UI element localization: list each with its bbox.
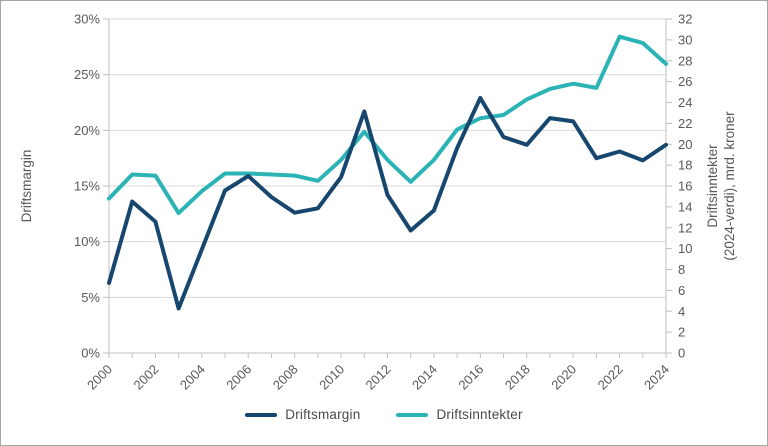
left-axis-tick-label: 10% <box>74 234 100 249</box>
right-axis-tick-label: 20 <box>678 137 692 152</box>
left-axis: 0% 5% 10% 15% 20% 25% 30% <box>74 12 109 361</box>
right-axis-tick-label: 18 <box>678 158 692 173</box>
right-axis-tick-label: 4 <box>678 304 685 319</box>
right-axis-tick-label: 28 <box>678 53 692 68</box>
x-axis-tick-label: 2018 <box>502 362 533 393</box>
legend-swatch-driftsinntekter <box>396 412 429 417</box>
chart-legend: Driftsmargin Driftsinntekter <box>1 407 767 422</box>
right-axis-tick-label: 12 <box>678 220 692 235</box>
gridlines <box>109 18 666 354</box>
x-axis-tick-label: 2006 <box>223 362 254 393</box>
right-axis-tick-label: 2 <box>678 325 685 340</box>
left-axis-tick-label: 30% <box>74 12 100 27</box>
x-axis-tick-label: 2022 <box>595 362 626 393</box>
right-axis-tick-label: 22 <box>678 116 692 131</box>
right-axis-tick-label: 30 <box>678 32 692 47</box>
x-axis-tick-label: 2010 <box>316 362 347 393</box>
legend-item-driftsinntekter: Driftsinntekter <box>396 407 523 422</box>
right-axis-tick-label: 8 <box>678 262 685 277</box>
driftsmargin-line <box>107 96 668 311</box>
legend-item-driftsmargin: Driftsmargin <box>245 407 360 422</box>
legend-label-driftsinntekter: Driftsinntekter <box>436 407 523 422</box>
x-axis-tick-label: 2000 <box>84 362 115 393</box>
legend-swatch-driftsmargin <box>245 412 278 417</box>
right-axis-title-line: Driftsinntekter <box>705 144 720 228</box>
right-axis-tick-label: 10 <box>678 241 692 256</box>
x-axis-tick-label: 2016 <box>455 362 486 393</box>
right-axis-tick-label: 0 <box>678 346 685 361</box>
x-axis-tick-label: 2012 <box>363 362 394 393</box>
right-axis-tick-label: 14 <box>678 199 692 214</box>
right-axis-title-line: (2024-verdi), mrd. kroner <box>722 111 737 261</box>
left-axis-tick-label: 25% <box>74 67 100 82</box>
left-axis-tick-label: 5% <box>81 290 100 305</box>
x-axis: 2000 2002 2004 2006 2008 2010 2012 2014 2016 2018… <box>84 353 672 393</box>
x-axis-tick-label: 2014 <box>409 362 440 393</box>
left-axis-tick-label: 20% <box>74 123 100 138</box>
right-axis-tick-label: 32 <box>678 12 692 27</box>
left-axis-tick-label: 0% <box>81 346 100 361</box>
right-axis-tick-label: 16 <box>678 179 692 194</box>
left-axis-title: Driftsmargin <box>19 150 34 223</box>
right-axis-tick-label: 24 <box>678 95 692 110</box>
x-axis-tick-label: 2024 <box>641 362 672 393</box>
x-axis-tick-label: 2008 <box>270 362 301 393</box>
driftsinntekter-line <box>107 34 668 216</box>
right-axis-tick-label: 6 <box>678 283 685 298</box>
x-axis-tick-label: 2020 <box>548 362 579 393</box>
x-axis-tick-label: 2002 <box>130 362 161 393</box>
legend-label-driftsmargin: Driftsmargin <box>285 407 361 422</box>
left-axis-tick-label: 15% <box>74 179 100 194</box>
right-axis-tick-label: 26 <box>678 74 692 89</box>
x-axis-tick-label: 2004 <box>177 362 208 393</box>
